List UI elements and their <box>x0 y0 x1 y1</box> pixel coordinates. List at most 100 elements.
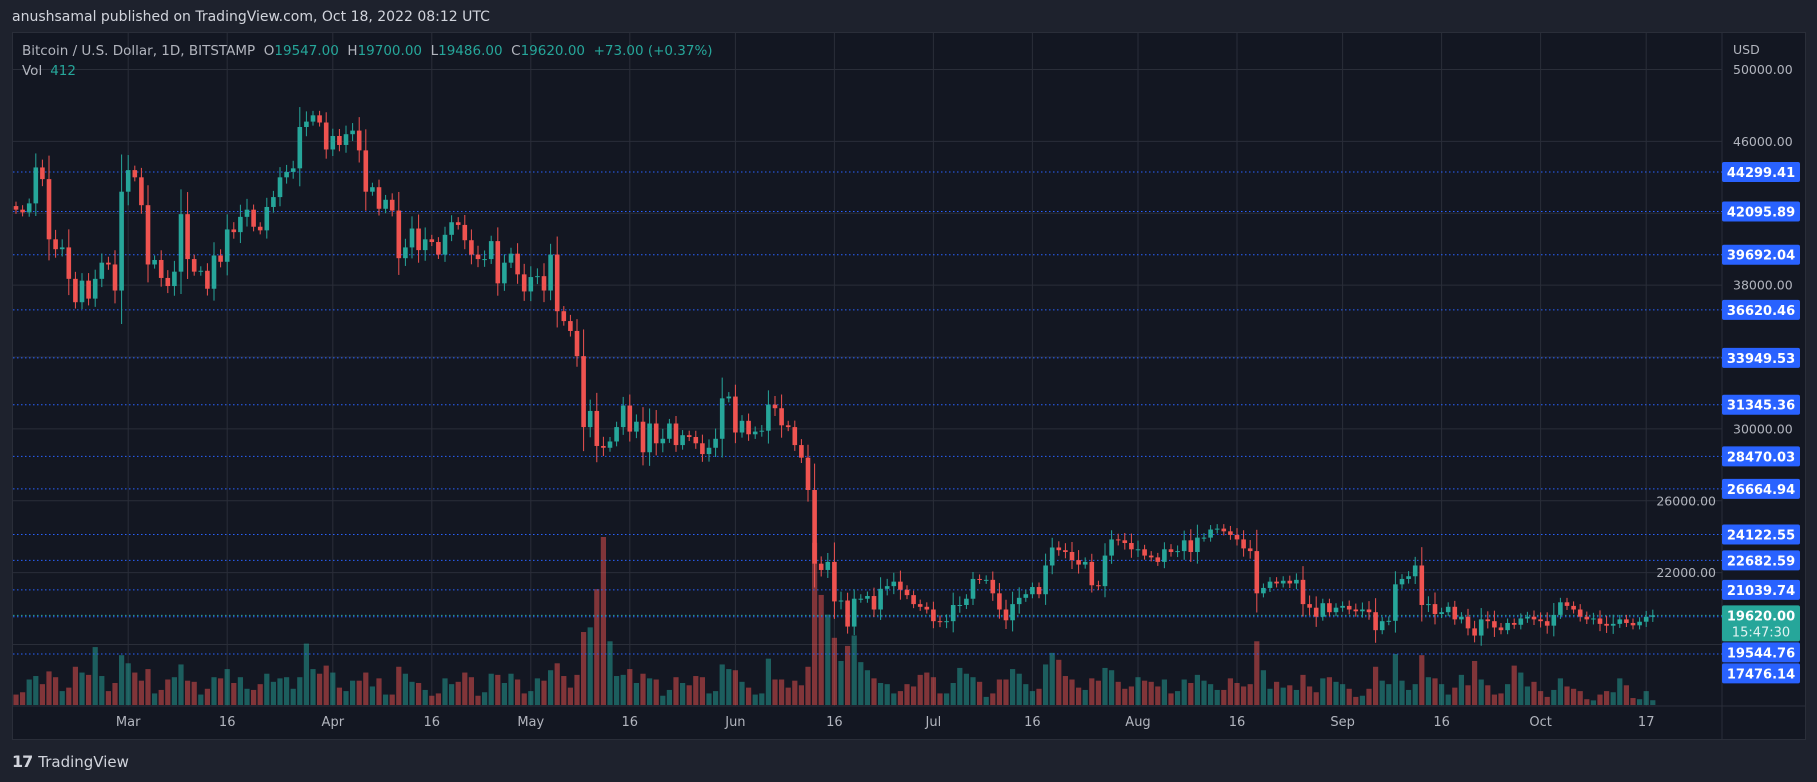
volume-bar <box>158 689 164 705</box>
level-price-tag <box>1722 579 1800 600</box>
volume-bar <box>145 669 151 705</box>
candle-body <box>1023 594 1029 598</box>
candle-body <box>59 247 65 250</box>
volume-bar <box>746 687 752 705</box>
volume-bar <box>944 693 950 705</box>
candle-body <box>1340 605 1345 608</box>
volume-bar <box>884 684 890 705</box>
volume-bar <box>1029 691 1035 705</box>
candle-body <box>495 241 501 284</box>
candle-body <box>673 423 679 446</box>
candle-body <box>1188 540 1194 552</box>
volume-bar <box>1003 679 1009 705</box>
volume-bar <box>1155 686 1161 705</box>
candle-body <box>759 430 765 432</box>
candle-body <box>1261 587 1266 594</box>
volume-bar <box>620 674 626 705</box>
volume-bar <box>772 679 778 705</box>
candle-body <box>152 259 157 265</box>
volume-bar <box>323 665 329 705</box>
volume-bar <box>891 693 897 705</box>
volume-bar <box>765 658 771 705</box>
candle-body <box>693 436 699 444</box>
volume-bar <box>739 681 745 705</box>
candle-body <box>607 441 613 448</box>
level-price-tag <box>1722 478 1800 499</box>
candle-body <box>79 280 85 303</box>
volume-bar <box>732 670 738 705</box>
x-tick-label: Jul <box>925 715 942 730</box>
volume-bar <box>1478 679 1484 705</box>
candle-body <box>1531 616 1537 620</box>
volume-bar <box>1551 689 1557 705</box>
volume-bar <box>1346 688 1352 705</box>
candle-body <box>640 421 646 453</box>
volume-bar <box>1472 660 1478 705</box>
volume-bar <box>1089 678 1095 705</box>
volume-bar <box>1102 667 1108 705</box>
volume-bar <box>402 673 408 705</box>
last-price-label: 19620.00 <box>1727 609 1795 624</box>
level-price-tag <box>1722 642 1800 663</box>
volume-bar <box>699 677 705 705</box>
y-tick-label: 22000.00 <box>1656 565 1716 580</box>
candle-body <box>1412 565 1418 577</box>
x-tick-label: 16 <box>1229 715 1246 730</box>
chart-panel[interactable] <box>12 32 1806 740</box>
volume-bar <box>152 693 158 705</box>
volume-bar <box>1201 680 1207 705</box>
footer-brand: 17 TradingView <box>12 752 129 771</box>
volume-bar <box>343 691 349 705</box>
candle-body <box>1195 537 1200 552</box>
candle-body <box>1650 615 1656 617</box>
volume-bar <box>1439 684 1445 705</box>
volume-bar <box>600 537 606 705</box>
candle-body <box>706 447 712 455</box>
volume-bar <box>39 684 45 705</box>
candle-body <box>482 259 487 261</box>
candle-body <box>409 228 415 248</box>
candle-body <box>746 420 751 435</box>
x-tick-label: Apr <box>322 715 345 730</box>
candle-body <box>66 247 72 279</box>
candle-body <box>455 222 461 225</box>
symbol-title[interactable]: Bitcoin / U.S. Dollar, 1D, BITSTAMP <box>22 43 256 59</box>
candle-body <box>799 445 804 458</box>
volume-bar <box>1161 679 1167 705</box>
candle-body <box>1346 605 1352 610</box>
candle-body <box>785 425 791 428</box>
candle-body <box>53 239 58 250</box>
candle-body <box>370 187 375 192</box>
volume-bar <box>574 674 580 705</box>
volume-bar <box>845 645 851 705</box>
volume-bar <box>878 682 884 705</box>
volume-bar <box>1340 684 1346 705</box>
volume-label[interactable]: Vol <box>22 63 43 79</box>
last-price-tag <box>1722 605 1800 642</box>
volume-bar <box>20 692 26 705</box>
candle-body <box>818 563 824 570</box>
high-value: 19700.00 <box>357 43 422 59</box>
volume-bar <box>1109 670 1115 705</box>
candle-body <box>1558 602 1563 615</box>
volume-bar <box>1241 686 1247 705</box>
candle-body <box>686 435 692 437</box>
volume-bar <box>310 669 316 705</box>
volume-bar <box>244 688 250 705</box>
volume-bar <box>86 674 92 705</box>
level-price-label: 28470.03 <box>1727 450 1795 465</box>
volume-bar <box>706 693 712 705</box>
candle-body <box>719 398 725 439</box>
candle-body <box>647 423 652 453</box>
candle-body <box>356 130 362 151</box>
volume-legend: Vol 412 <box>22 63 76 79</box>
low-value: 19486.00 <box>438 43 503 59</box>
candle-body <box>970 578 976 599</box>
volume-bar <box>548 670 554 705</box>
volume-bar <box>1062 676 1068 705</box>
volume-bar <box>957 667 963 705</box>
volume-bar <box>488 673 494 705</box>
candle-body <box>891 581 897 587</box>
volume-bar <box>1221 689 1227 705</box>
